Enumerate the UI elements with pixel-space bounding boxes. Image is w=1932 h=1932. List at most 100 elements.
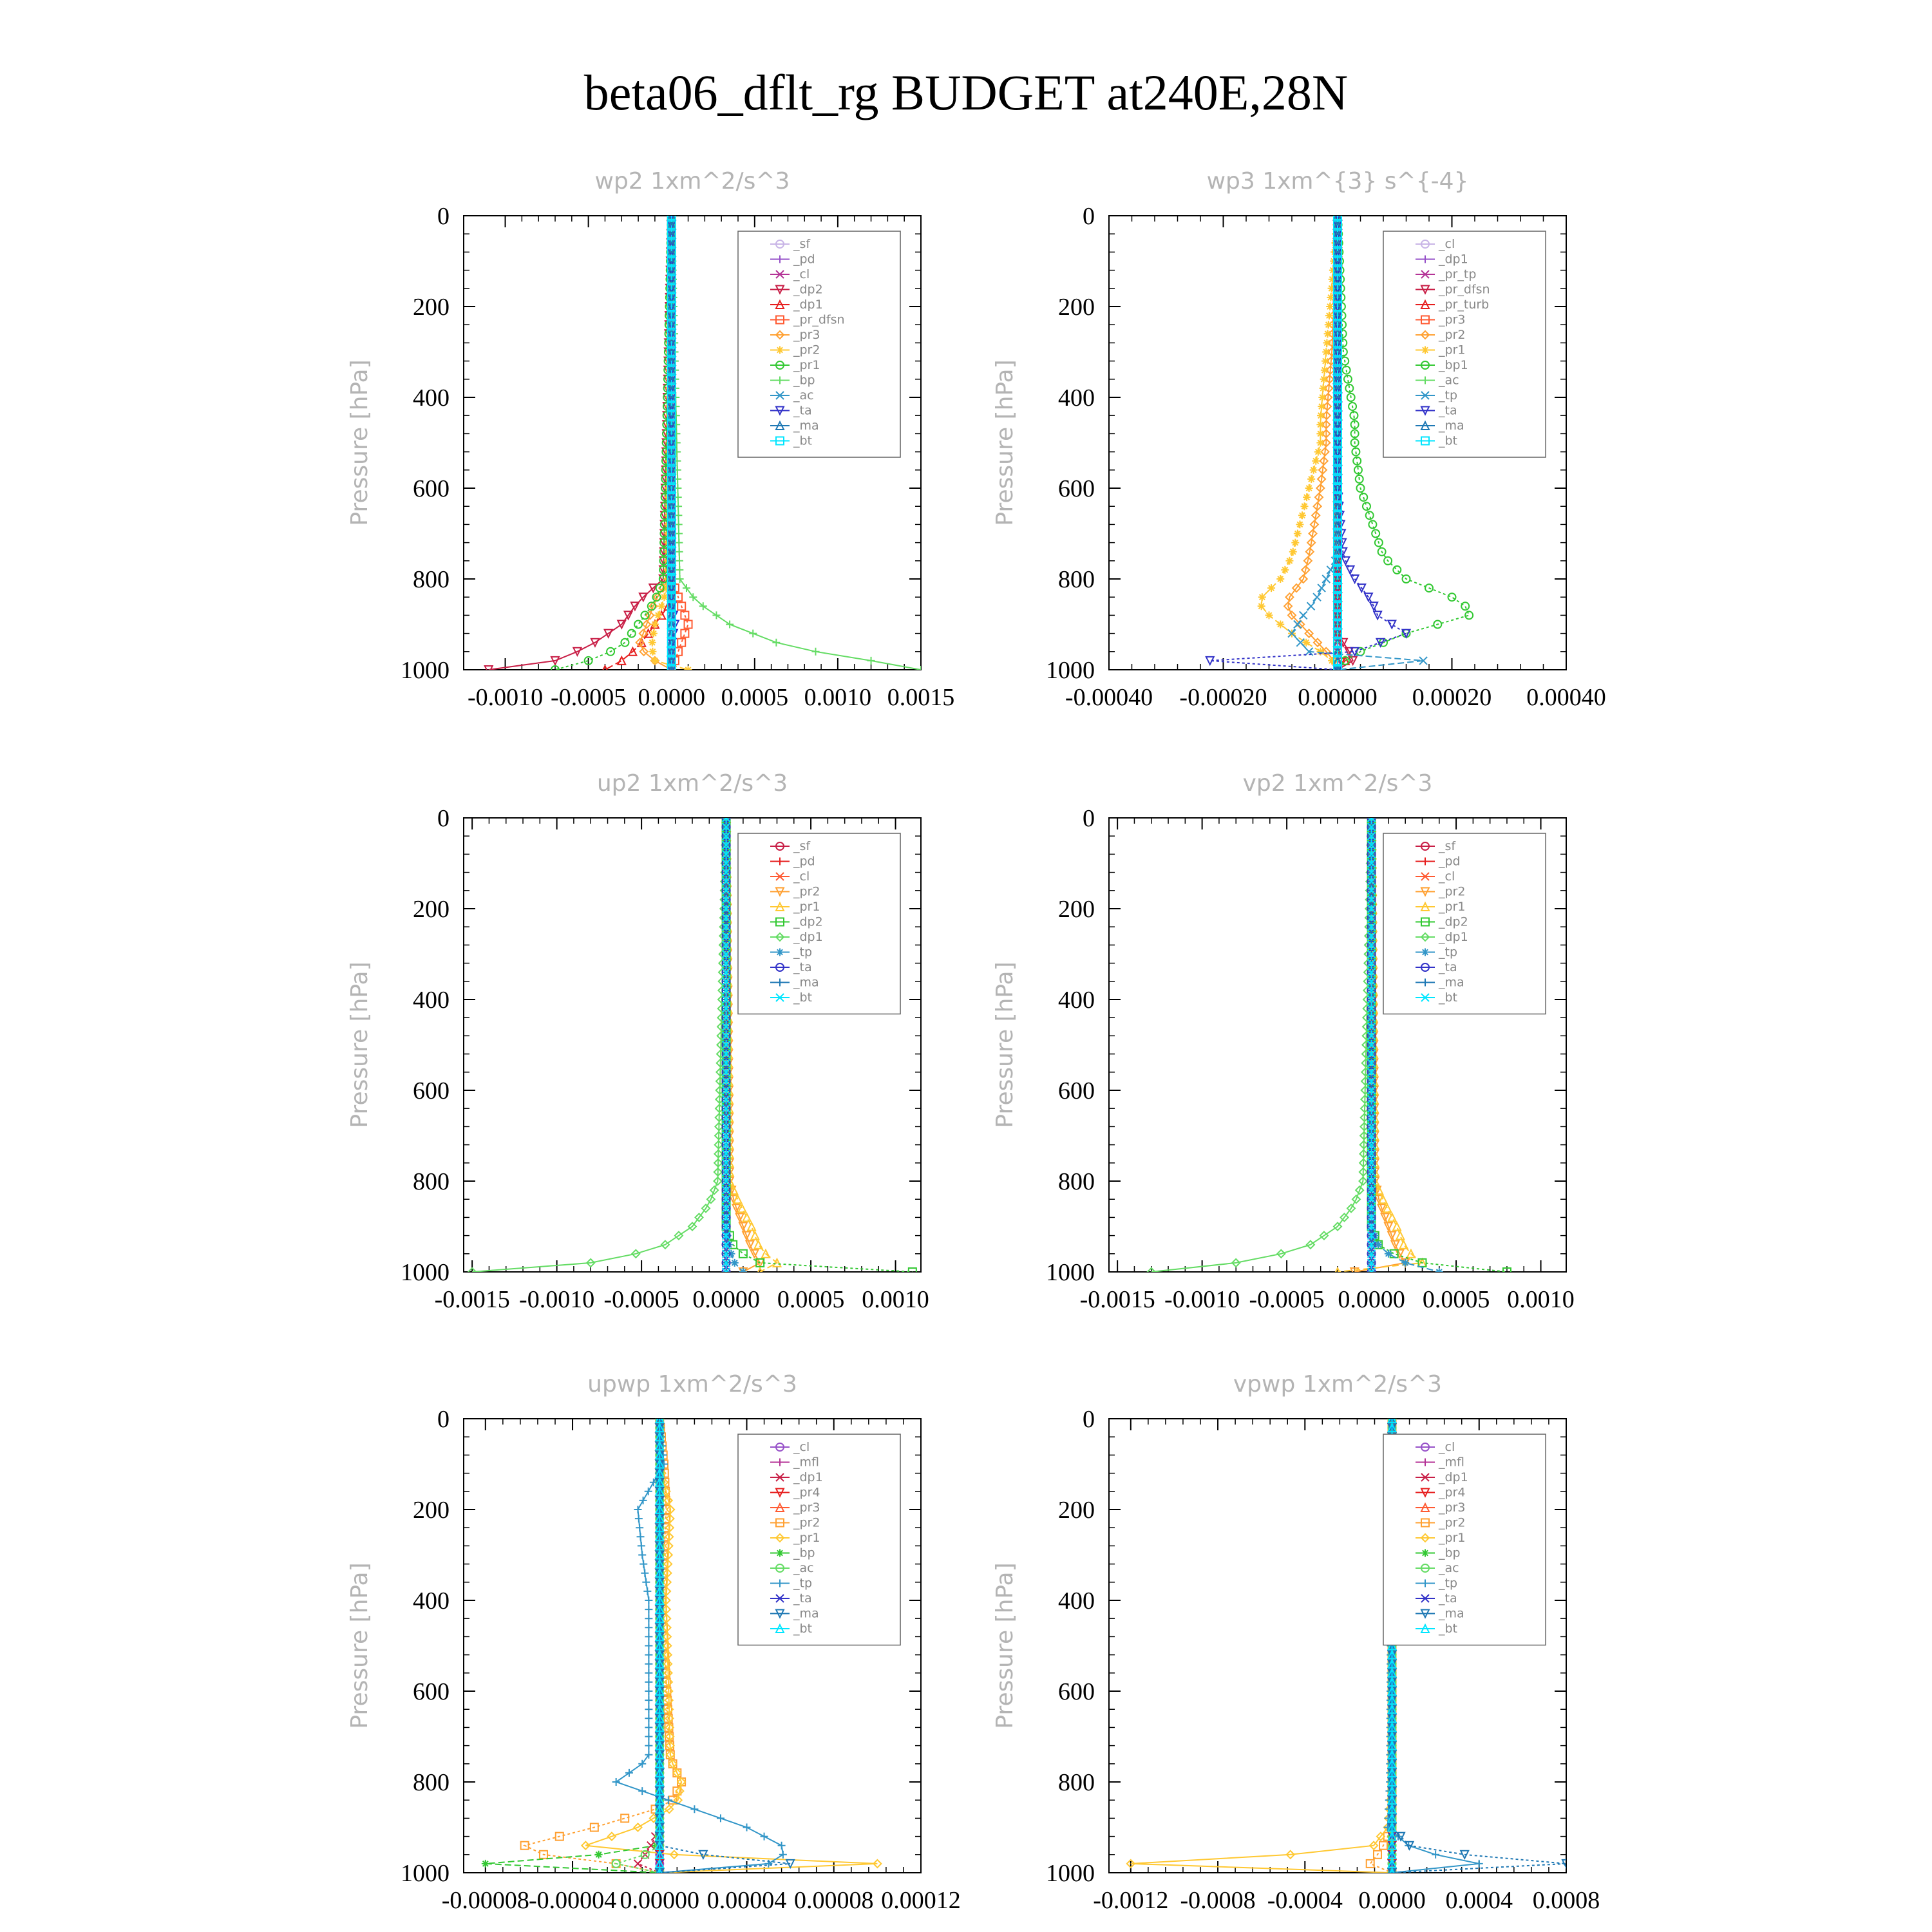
legend-marker (775, 901, 785, 911)
data-point (663, 1668, 673, 1678)
data-point (1461, 601, 1470, 611)
data-point (1333, 393, 1342, 402)
data-point (1367, 1249, 1376, 1258)
legend-entry: _pr_dfsn (1416, 283, 1490, 297)
data-point (1314, 448, 1322, 456)
data-point (1383, 1222, 1394, 1232)
data-point (1401, 574, 1411, 583)
data-point (667, 484, 676, 493)
data-point (683, 620, 693, 629)
data-point (616, 655, 627, 665)
data-point (1358, 1167, 1368, 1177)
data-point (715, 1040, 726, 1050)
data-point (1320, 447, 1330, 457)
data-point (721, 1186, 731, 1195)
data-point (721, 1031, 731, 1041)
x-tick-label: -0.00040 (1065, 684, 1153, 711)
data-point (1365, 1859, 1375, 1868)
legend-entry: _ma (770, 1607, 819, 1621)
data-point (721, 886, 731, 895)
data-point (1361, 502, 1371, 511)
data-point (741, 1231, 752, 1241)
x-tick-label: 0.0008 (1533, 1887, 1600, 1914)
legend-label: _tp (1438, 388, 1457, 402)
data-point (1333, 356, 1342, 366)
data-point (638, 592, 649, 603)
data-point (746, 1221, 757, 1231)
legend-marker (1421, 917, 1430, 927)
y-axis-label: Pressure [hPa] (992, 359, 1018, 526)
data-point (672, 1786, 682, 1796)
data-point (721, 1267, 731, 1272)
data-point (1276, 1249, 1286, 1259)
legend-marker (776, 1579, 784, 1587)
data-point (709, 1185, 719, 1195)
legend-frame (1383, 231, 1546, 458)
data-point (639, 1496, 647, 1504)
data-point (1333, 601, 1342, 611)
legend-entry: _ma (770, 976, 819, 990)
data-point (1380, 1213, 1390, 1223)
data-point (1328, 275, 1336, 283)
data-point (1383, 556, 1393, 565)
data-point (665, 1750, 676, 1760)
x-tick-label: -0.00004 (529, 1887, 616, 1914)
legend-label: _pr2 (793, 1516, 820, 1530)
legend-entry: _dp1 (1416, 252, 1468, 267)
legend-label: _ta (793, 960, 812, 974)
data-point (667, 529, 676, 538)
data-point (638, 1759, 647, 1768)
data-point (721, 1077, 731, 1086)
legend-entry: _pr2 (770, 1516, 820, 1530)
legend-marker (775, 1564, 784, 1573)
data-point (1367, 1140, 1376, 1150)
data-point (667, 429, 676, 439)
legend-label: _ac (1438, 374, 1459, 388)
y-tick-label: 600 (413, 1678, 450, 1705)
data-point (1345, 383, 1354, 393)
data-point (1316, 439, 1325, 447)
legend-entry: _dp1 (770, 1470, 823, 1484)
data-point (620, 1814, 630, 1823)
data-point (1367, 904, 1376, 913)
data-point (675, 538, 683, 547)
legend-marker (775, 240, 784, 249)
data-point (1367, 958, 1376, 968)
legend-label: _bp (793, 1546, 815, 1560)
legend-entry: _bp1 (1416, 358, 1468, 372)
data-point (721, 1213, 731, 1222)
legend-entry: _ma (770, 419, 819, 433)
data-point (633, 1859, 643, 1868)
data-point (1351, 1194, 1361, 1204)
data-point (1296, 638, 1305, 647)
legend-marker (776, 346, 784, 354)
data-point (721, 1068, 731, 1077)
data-point (1367, 886, 1376, 895)
data-point (1361, 1021, 1372, 1032)
legend-marker (1421, 993, 1430, 1002)
x-tick-label: 0.00020 (1412, 684, 1492, 711)
data-point (721, 1131, 731, 1141)
legend-entry: _pd (1416, 855, 1461, 869)
data-point (737, 1203, 747, 1213)
data-point (713, 1176, 723, 1186)
data-point (1305, 1240, 1316, 1250)
legend-marker (775, 299, 785, 309)
series-group (467, 818, 917, 1272)
data-point (1356, 484, 1365, 493)
series-bp1 (1333, 216, 1474, 670)
x-tick-label: -0.0008 (1180, 1887, 1255, 1914)
data-point (1287, 610, 1297, 620)
data-point (721, 949, 731, 959)
data-point (1319, 456, 1329, 466)
data-point (721, 986, 731, 995)
data-point (1333, 592, 1342, 602)
panel-5: upwp 1xm^2/s^3 Pressure [hPa] 0 200 400 600 80… (346, 1371, 961, 1914)
legend-entry: _pr3 (770, 1501, 820, 1515)
legend-label: _pd (1438, 855, 1461, 869)
y-tick-label: 200 (413, 896, 450, 923)
data-point (667, 411, 676, 421)
data-point (1333, 383, 1342, 393)
data-point (1384, 1249, 1392, 1258)
data-point (1374, 1184, 1384, 1195)
